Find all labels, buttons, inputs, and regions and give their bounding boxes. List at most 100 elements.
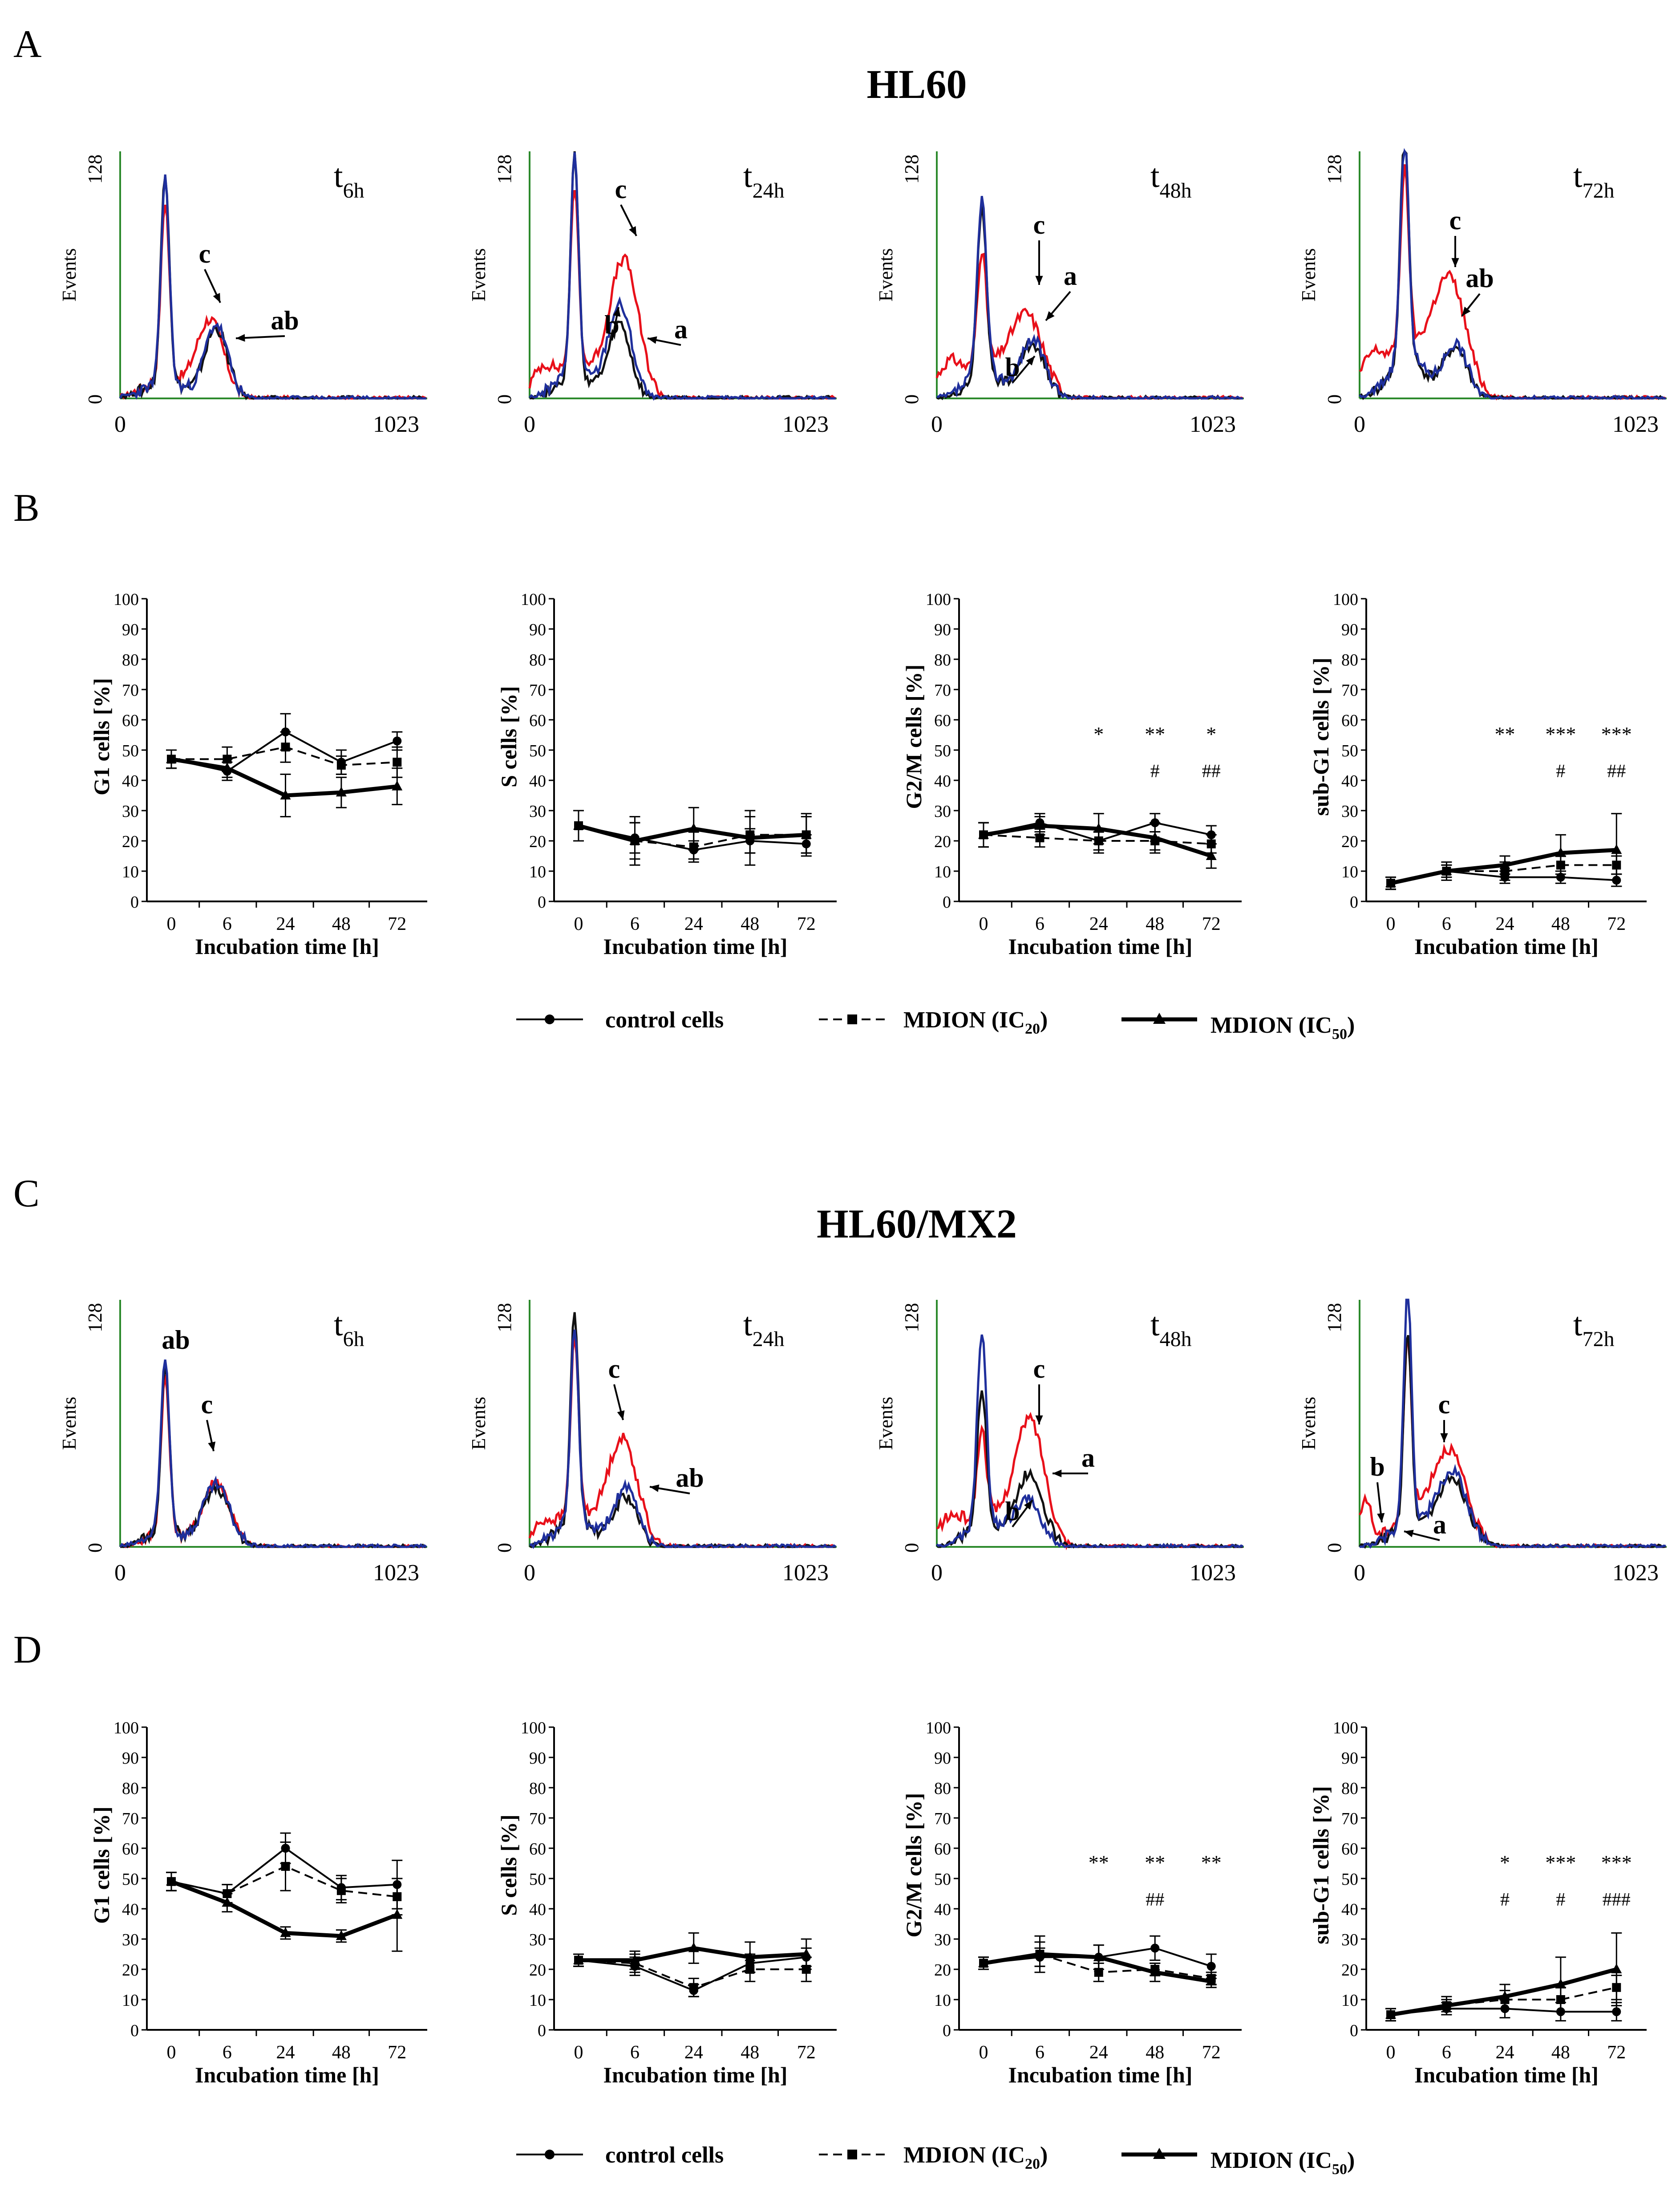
chart-y-tick-label: 100 xyxy=(1333,590,1358,609)
chart-x-axis-label: Incubation time [h] xyxy=(603,2062,788,2087)
hist-annotation-arrowhead xyxy=(1440,1433,1448,1442)
chart-x-tick-label: 0 xyxy=(167,2042,176,2063)
hist-annotation-arrowhead xyxy=(1026,356,1035,366)
legend-top: control cells MDION (IC20) MDION (IC50) xyxy=(516,1007,1355,1043)
data-point-ic50 xyxy=(688,1942,699,1952)
chart-x-tick-label: 0 xyxy=(1386,914,1396,934)
chart-y-tick-label: 100 xyxy=(521,1719,546,1737)
hist-y-tick-128: 128 xyxy=(901,1303,923,1332)
data-point-ic50 xyxy=(745,1951,756,1961)
chart-B-3: 0 10 20 30 40 50 60 70 80 90 100 0 6 24 48 72 Incubation… xyxy=(901,590,1242,959)
hist-annotation-c: c xyxy=(608,1354,620,1384)
legend-marker-ic50 xyxy=(1153,2148,1166,2159)
chart-x-tick-label: 48 xyxy=(741,2042,759,2063)
chart-y-tick-label: 60 xyxy=(122,711,139,730)
hist-y-tick-0: 0 xyxy=(901,1543,923,1553)
data-point-ic50 xyxy=(1499,859,1510,869)
hist-annotation-c: c xyxy=(615,174,627,204)
data-point-ic50 xyxy=(1150,832,1161,842)
chart-x-tick-label: 24 xyxy=(1089,914,1108,934)
chart-y-tick-label: 80 xyxy=(1341,1779,1358,1798)
chart-x-tick-label: 6 xyxy=(1442,2042,1451,2063)
significance-hashes: # xyxy=(1150,761,1160,782)
significance-stars: *** xyxy=(1545,1851,1576,1874)
hist-annotation-arrowhead xyxy=(1046,311,1055,321)
hist-trace-blue xyxy=(119,1359,427,1549)
chart-x-tick-label: 72 xyxy=(1607,2042,1626,2063)
chart-x-tick-label: 24 xyxy=(1496,914,1514,934)
hist-y-axis-label: Events xyxy=(1298,1397,1320,1450)
chart-y-axis-label: G2/M cells [%] xyxy=(901,1793,926,1938)
panel-label-a: A xyxy=(13,23,42,66)
data-point-ic50 xyxy=(573,820,584,830)
chart-y-tick-label: 0 xyxy=(538,2021,546,2040)
significance-hashes: ### xyxy=(1603,1890,1631,1910)
significance-stars: * xyxy=(1500,1851,1510,1874)
chart-x-tick-label: 0 xyxy=(574,914,583,934)
chart-y-tick-label: 50 xyxy=(122,742,139,760)
chart-y-tick-label: 0 xyxy=(1350,2021,1358,2040)
chart-y-tick-label: 70 xyxy=(1341,681,1358,700)
hist-y-tick-128: 128 xyxy=(84,1303,106,1332)
chart-y-tick-label: 10 xyxy=(1341,1991,1358,2010)
chart-y-tick-label: 0 xyxy=(130,893,139,912)
chart-y-tick-label: 90 xyxy=(122,621,139,639)
significance-stars: * xyxy=(1093,723,1104,746)
chart-x-tick-label: 6 xyxy=(223,2042,232,2063)
data-point-ic50 xyxy=(1093,823,1104,833)
chart-y-tick-label: 50 xyxy=(934,742,951,760)
hist-trace-blue xyxy=(1359,1298,1666,1549)
chart-y-tick-label: 100 xyxy=(521,590,546,609)
hist-x-tick-1023: 1023 xyxy=(1190,412,1236,437)
data-point-ic50 xyxy=(1093,1951,1104,1961)
chart-y-tick-label: 10 xyxy=(1341,863,1358,881)
hist-y-axis-label: Events xyxy=(468,248,490,302)
legend-label-control: control cells xyxy=(605,1007,724,1033)
hist-x-tick-1023: 1023 xyxy=(782,1560,829,1586)
hist-x-tick-0: 0 xyxy=(524,1560,535,1586)
chart-y-tick-label: 10 xyxy=(122,1991,139,2010)
hist-x-tick-1023: 1023 xyxy=(1612,1560,1659,1586)
chart-y-tick-label: 90 xyxy=(1341,1749,1358,1768)
hist-annotation-arrowhead xyxy=(1035,276,1043,285)
chart-y-tick-label: 0 xyxy=(943,2021,951,2040)
chart-y-tick-label: 0 xyxy=(130,2021,139,2040)
title-hl60-mx2: HL60/MX2 xyxy=(817,1201,1017,1246)
chart-x-tick-label: 24 xyxy=(684,914,703,934)
chart-x-tick-label: 48 xyxy=(1551,914,1570,934)
chart-x-axis-label: Incubation time [h] xyxy=(195,2062,379,2087)
chart-x-tick-label: 72 xyxy=(388,914,406,934)
hist-annotation-ab: ab xyxy=(1465,264,1494,293)
chart-D-4: 0 10 20 30 40 50 60 70 80 90 100 0 6 24 48 72 Incubation… xyxy=(1308,1719,1647,2087)
data-point-ic50 xyxy=(166,753,177,763)
chart-y-tick-label: 60 xyxy=(934,711,951,730)
data-point-ic50 xyxy=(222,1897,233,1907)
legend-label-ic20: MDION (IC20) xyxy=(903,1007,1048,1037)
data-point-control xyxy=(1150,1943,1160,1953)
chart-y-tick-label: 100 xyxy=(926,590,951,609)
chart-y-tick-label: 70 xyxy=(529,681,546,700)
chart-y-tick-label: 50 xyxy=(934,1870,951,1889)
chart-y-tick-label: 10 xyxy=(934,1991,951,2010)
data-point-ic50 xyxy=(222,762,233,772)
chart-y-tick-label: 20 xyxy=(1341,832,1358,851)
chart-x-axis-label: Incubation time [h] xyxy=(1414,934,1599,959)
significance-stars: ** xyxy=(1145,723,1165,746)
data-point-ic50 xyxy=(1206,850,1217,860)
chart-y-axis-label: sub-G1 cells [%] xyxy=(1308,657,1333,816)
chart-y-tick-label: 0 xyxy=(943,893,951,912)
hist-x-tick-1023: 1023 xyxy=(782,412,829,437)
legend-marker-control xyxy=(545,1014,555,1024)
hist-annotation-arrowhead xyxy=(1404,1530,1414,1538)
hist-x-tick-1023: 1023 xyxy=(1190,1560,1236,1586)
hist-y-tick-128: 128 xyxy=(901,154,923,184)
chart-x-tick-label: 72 xyxy=(1607,914,1626,934)
hist-y-tick-0: 0 xyxy=(494,1543,515,1553)
chart-y-axis-label: sub-G1 cells [%] xyxy=(1308,1786,1333,1944)
chart-y-tick-label: 100 xyxy=(926,1719,951,1737)
hist-x-tick-0: 0 xyxy=(931,412,943,437)
data-point-ic50 xyxy=(745,832,756,842)
